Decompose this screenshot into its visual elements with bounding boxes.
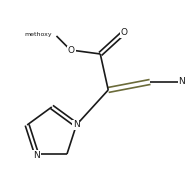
Text: O: O [121, 29, 128, 38]
Text: N: N [73, 120, 80, 129]
Text: methoxy: methoxy [25, 32, 52, 38]
Text: N: N [33, 151, 40, 160]
Text: N: N [179, 77, 185, 86]
Text: O: O [68, 46, 75, 55]
